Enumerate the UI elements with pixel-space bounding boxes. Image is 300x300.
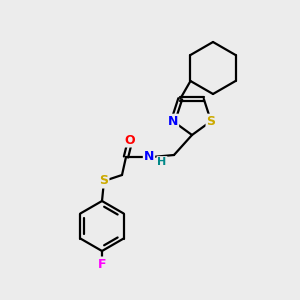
Text: O: O [125, 134, 135, 146]
Text: N: N [144, 151, 154, 164]
Text: S: S [206, 115, 215, 128]
Text: H: H [158, 157, 166, 167]
Text: F: F [98, 257, 106, 271]
Text: N: N [168, 115, 178, 128]
Text: S: S [100, 175, 109, 188]
